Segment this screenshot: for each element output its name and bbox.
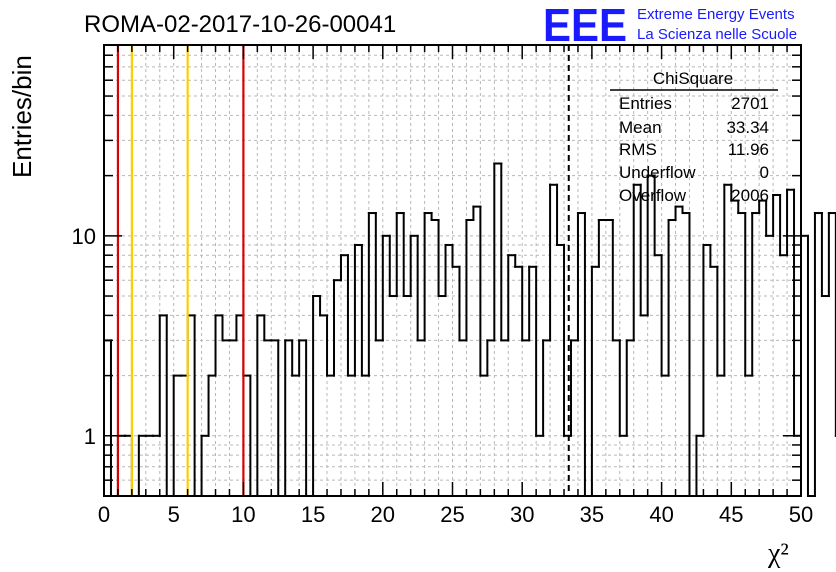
x-tick-label: 40 xyxy=(649,502,673,527)
x-tick-label: 50 xyxy=(789,502,813,527)
stats-label-underflow: Underflow xyxy=(619,163,696,182)
logo-subtitle-1: Extreme Energy Events xyxy=(637,6,795,23)
eee-logo: EEE xyxy=(543,0,627,51)
stats-label-entries: Entries xyxy=(619,94,672,113)
x-tick-label: 20 xyxy=(371,502,395,527)
cut-lines xyxy=(116,45,570,496)
logo-subtitle-2: La Scienza nelle Scuole xyxy=(637,26,797,43)
x-tick-label: 25 xyxy=(440,502,464,527)
x-tick-label: 15 xyxy=(301,502,325,527)
histogram-bins xyxy=(103,162,836,497)
axes-frame xyxy=(103,44,802,497)
y-tick-label: 10 xyxy=(72,224,96,249)
x-tick-label: 30 xyxy=(510,502,534,527)
stats-box: ChiSquare Entries 2701 Mean 33.34 RMS 11… xyxy=(610,69,778,205)
stats-value-entries: 2701 xyxy=(731,94,769,113)
x-tick-label: 0 xyxy=(98,502,110,527)
run-title: ROMA-02-2017-10-26-00041 xyxy=(84,11,396,38)
x-tick-label: 35 xyxy=(580,502,604,527)
y-axis-label: Entries/bin xyxy=(7,55,37,178)
stats-label-mean: Mean xyxy=(619,118,662,137)
stats-title: ChiSquare xyxy=(653,69,733,88)
stats-label-overflow: Overflow xyxy=(619,186,687,205)
stats-value-underflow: 0 xyxy=(760,163,769,182)
x-tick-label: 10 xyxy=(231,502,255,527)
stats-value-rms: 11.96 xyxy=(728,140,769,159)
x-tick-label: 5 xyxy=(168,502,180,527)
y-tick-label: 1 xyxy=(84,424,96,449)
x-axis-label: χ² xyxy=(767,538,789,569)
stats-label-rms: RMS xyxy=(619,140,657,159)
stats-value-mean: 33.34 xyxy=(726,118,769,137)
stats-value-overflow: 2006 xyxy=(731,186,769,205)
axis-ticks: 0 5 10 15 20 25 30 35 40 45 50 1 10 xyxy=(72,45,813,527)
plot-frame xyxy=(103,44,802,497)
x-tick-label: 45 xyxy=(719,502,743,527)
